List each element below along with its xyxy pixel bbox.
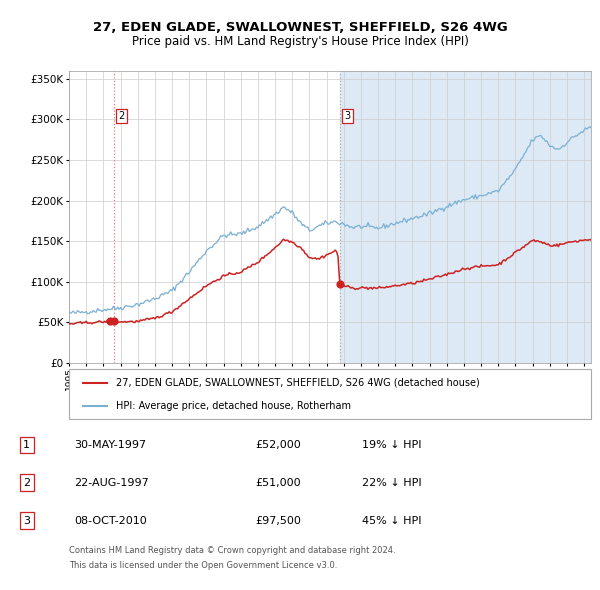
- Text: 19% ↓ HPI: 19% ↓ HPI: [362, 440, 422, 450]
- Text: £51,000: £51,000: [256, 478, 301, 488]
- Text: 27, EDEN GLADE, SWALLOWNEST, SHEFFIELD, S26 4WG: 27, EDEN GLADE, SWALLOWNEST, SHEFFIELD, …: [92, 21, 508, 34]
- Text: 2: 2: [119, 111, 125, 121]
- Text: 22-AUG-1997: 22-AUG-1997: [74, 478, 149, 488]
- Text: Contains HM Land Registry data © Crown copyright and database right 2024.: Contains HM Land Registry data © Crown c…: [69, 546, 395, 555]
- Text: 3: 3: [344, 111, 350, 121]
- Point: [110, 317, 119, 326]
- Point: [335, 279, 344, 289]
- Text: 30-MAY-1997: 30-MAY-1997: [74, 440, 146, 450]
- Text: £97,500: £97,500: [256, 516, 301, 526]
- Text: 3: 3: [23, 516, 30, 526]
- Point: [106, 316, 115, 325]
- Bar: [340, 71, 600, 363]
- Text: £52,000: £52,000: [256, 440, 301, 450]
- Text: 27, EDEN GLADE, SWALLOWNEST, SHEFFIELD, S26 4WG (detached house): 27, EDEN GLADE, SWALLOWNEST, SHEFFIELD, …: [116, 378, 480, 388]
- FancyBboxPatch shape: [69, 369, 591, 419]
- Text: 1: 1: [23, 440, 30, 450]
- Text: This data is licensed under the Open Government Licence v3.0.: This data is licensed under the Open Gov…: [69, 560, 337, 569]
- Text: 45% ↓ HPI: 45% ↓ HPI: [362, 516, 422, 526]
- Text: 08-OCT-2010: 08-OCT-2010: [74, 516, 147, 526]
- Text: 22% ↓ HPI: 22% ↓ HPI: [362, 478, 422, 488]
- Text: 2: 2: [23, 478, 31, 488]
- Text: HPI: Average price, detached house, Rotherham: HPI: Average price, detached house, Roth…: [116, 401, 351, 411]
- Text: Price paid vs. HM Land Registry's House Price Index (HPI): Price paid vs. HM Land Registry's House …: [131, 35, 469, 48]
